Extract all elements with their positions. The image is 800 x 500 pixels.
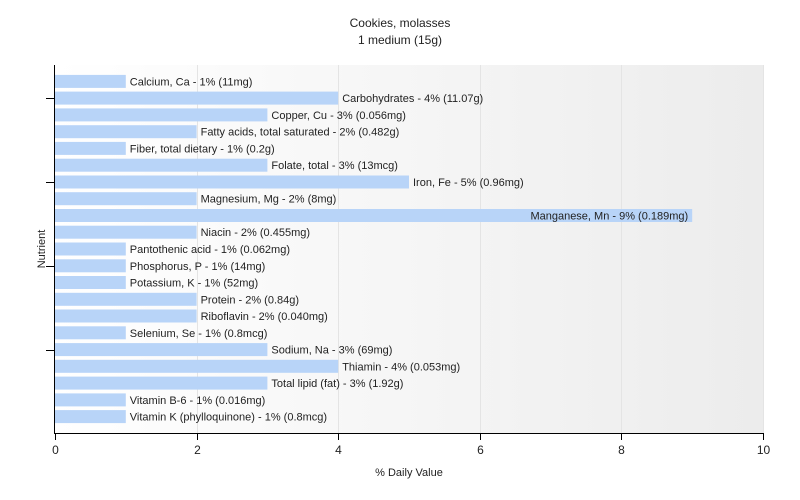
x-tick-label: 10: [757, 443, 771, 457]
bar-label: Fatty acids, total saturated - 2% (0.482…: [201, 127, 400, 139]
bar: [55, 376, 268, 390]
bar: [55, 108, 268, 122]
x-tick-label: 4: [335, 443, 342, 457]
bar: [55, 393, 126, 407]
bar: [55, 175, 409, 189]
bar: [55, 326, 126, 340]
bar: [55, 276, 126, 289]
bar-label: Magnesium, Mg - 2% (8mg): [201, 194, 337, 206]
bar: [55, 74, 126, 88]
bar-label: Phosphorus, P - 1% (14mg): [130, 261, 266, 273]
bar-label: Folate, total - 3% (13mcg): [271, 160, 398, 172]
bar: [55, 225, 197, 239]
bar-label: Iron, Fe - 5% (0.96mg): [413, 177, 524, 189]
bar-label: Potassium, K - 1% (52mg): [130, 278, 258, 290]
x-tick-label: 6: [477, 443, 484, 457]
bar: [55, 242, 126, 256]
bar: [55, 91, 339, 105]
bar-label: Niacin - 2% (0.455mg): [201, 227, 310, 239]
y-axis-ticks: [46, 98, 54, 351]
bar: [55, 158, 268, 172]
x-tick-label: 8: [618, 443, 625, 457]
bar-label: Manganese, Mn - 9% (0.189mg): [530, 211, 688, 223]
bar: [55, 141, 126, 155]
x-tick-label: 0: [52, 443, 59, 457]
bar: [55, 192, 197, 206]
bar-label: Riboflavin - 2% (0.040mg): [201, 311, 328, 323]
bar: [55, 359, 339, 373]
bar-label: Vitamin B-6 - 1% (0.016mg): [130, 395, 266, 407]
bar-label: Vitamin K (phylloquinone) - 1% (0.8mcg): [130, 412, 327, 424]
chart-subtitle: 1 medium (15g): [358, 33, 442, 47]
x-tick-label: 2: [194, 443, 201, 457]
bar-labels-group: Calcium, Ca - 1% (11mg) Carbohydrates - 4…: [130, 76, 688, 423]
bar: [55, 309, 197, 323]
bar: [55, 410, 126, 424]
bar-label: Calcium, Ca - 1% (11mg): [130, 76, 253, 88]
x-axis-label: % Daily Value: [375, 467, 443, 479]
bar-label: Copper, Cu - 3% (0.056mg): [271, 110, 406, 122]
y-axis-label: Nutrient: [36, 230, 48, 269]
x-axis-ticks: 0 2 4 6 8 10: [52, 433, 770, 457]
bar: [55, 209, 693, 222]
chart-title: Cookies, molasses: [350, 16, 451, 30]
bar: [55, 259, 126, 273]
bar-label: Fiber, total dietary - 1% (0.2g): [130, 143, 275, 155]
bar-label: Sodium, Na - 3% (69mg): [271, 345, 392, 357]
bar-label: Protein - 2% (0.84g): [201, 294, 299, 306]
bar: [55, 125, 197, 139]
bar-label: Carbohydrates - 4% (11.07g): [342, 93, 483, 105]
bar: [55, 343, 268, 357]
bars-group: [55, 74, 693, 424]
bar-label: Thiamin - 4% (0.053mg): [342, 361, 460, 373]
bar-label: Total lipid (fat) - 3% (1.92g): [271, 378, 403, 390]
bar-label: Selenium, Se - 1% (0.8mcg): [130, 328, 268, 340]
bar-label: Pantothenic acid - 1% (0.062mg): [130, 244, 290, 256]
bar: [55, 292, 197, 306]
